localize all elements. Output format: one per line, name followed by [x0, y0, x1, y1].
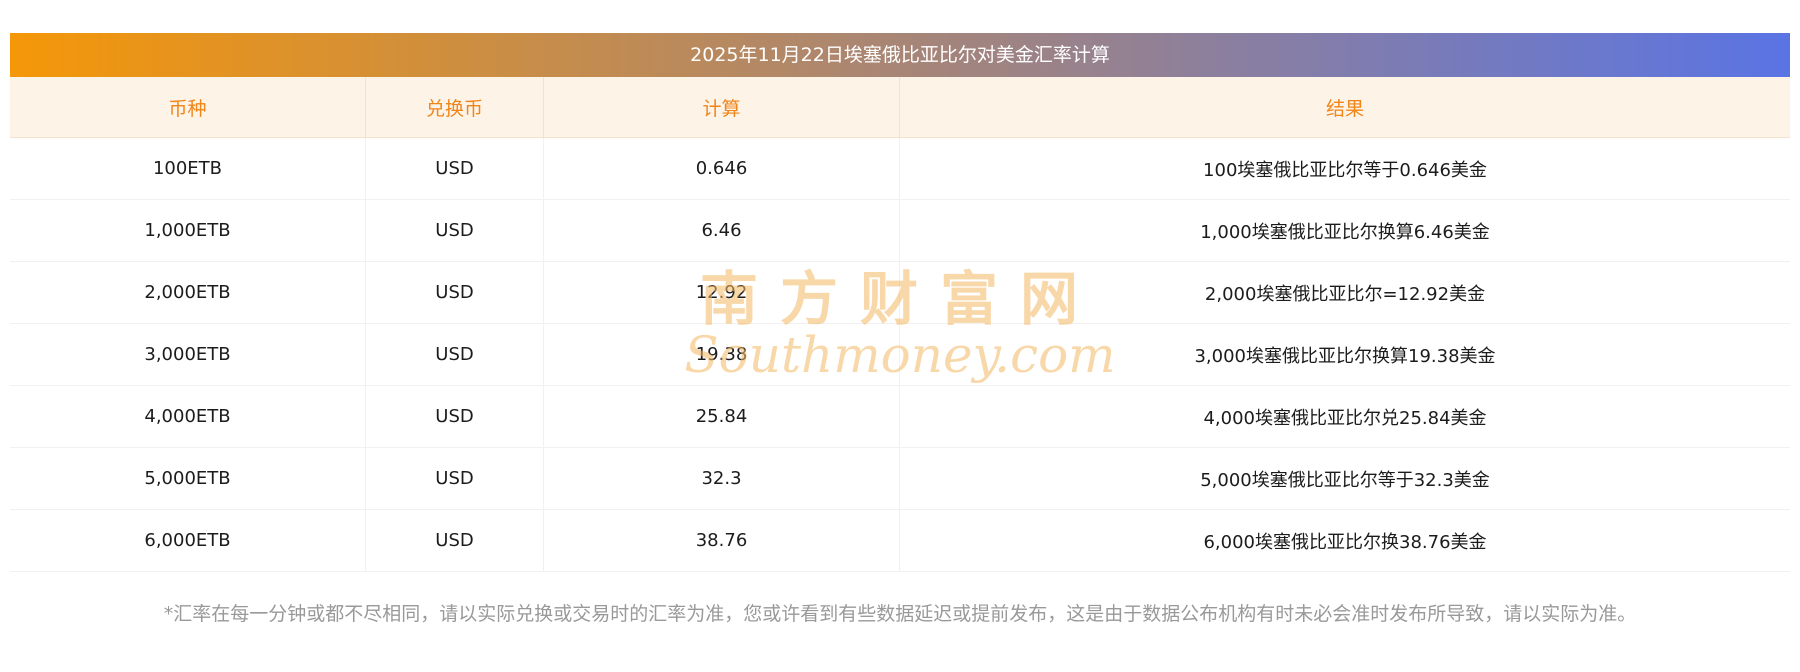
- cell-target-currency: USD: [366, 510, 544, 571]
- cell-result: 100埃塞俄比亚比尔等于0.646美金: [1203, 159, 1487, 181]
- cell-target-currency: USD: [366, 324, 544, 385]
- table-header-row: 币种 兑换币 计算 结果: [10, 77, 1790, 138]
- cell-target-currency: USD: [366, 448, 544, 509]
- cell-currency: 1,000ETB: [10, 200, 366, 261]
- header-result: 结果: [1325, 97, 1364, 120]
- cell-target-currency: USD: [366, 200, 544, 261]
- cell-currency: 6,000ETB: [10, 510, 366, 571]
- cell-result: 6,000埃塞俄比亚比尔换38.76美金: [1203, 531, 1487, 553]
- table-row: 1,000ETB USD 6.46 1,000埃塞俄比亚比尔换算6.46美金: [10, 200, 1790, 262]
- table-row: 2,000ETB USD 12.92 2,000埃塞俄比亚比尔=12.92美金: [10, 262, 1790, 324]
- cell-target-currency: USD: [366, 386, 544, 447]
- header-calculation: 计算: [544, 77, 900, 137]
- table-row: 6,000ETB USD 38.76 6,000埃塞俄比亚比尔换38.76美金: [10, 510, 1790, 572]
- cell-calculation: 0.646: [544, 138, 900, 199]
- cell-currency: 100ETB: [10, 138, 366, 199]
- table-row: 5,000ETB USD 32.3 5,000埃塞俄比亚比尔等于32.3美金: [10, 448, 1790, 510]
- cell-calculation: 6.46: [544, 200, 900, 261]
- cell-result: 2,000埃塞俄比亚比尔=12.92美金: [1204, 283, 1486, 305]
- cell-calculation: 25.84: [544, 386, 900, 447]
- cell-calculation: 32.3: [544, 448, 900, 509]
- cell-result: 4,000埃塞俄比亚比尔兑25.84美金: [1203, 407, 1487, 429]
- cell-currency: 3,000ETB: [10, 324, 366, 385]
- table-row: 100ETB USD 0.646 100埃塞俄比亚比尔等于0.646美金: [10, 138, 1790, 200]
- table-row: 3,000ETB USD 19.38 3,000埃塞俄比亚比尔换算19.38美金: [10, 324, 1790, 386]
- header-currency: 币种: [10, 77, 366, 137]
- disclaimer-footnote: *汇率在每一分钟或都不尽相同，请以实际兑换或交易时的汇率为准，您或许看到有些数据…: [163, 603, 1637, 625]
- page-title: 2025年11月22日埃塞俄比亚比尔对美金汇率计算: [10, 33, 1790, 77]
- cell-calculation: 38.76: [544, 510, 900, 571]
- cell-currency: 5,000ETB: [10, 448, 366, 509]
- cell-calculation: 19.38: [544, 324, 900, 385]
- cell-currency: 2,000ETB: [10, 262, 366, 323]
- cell-result: 1,000埃塞俄比亚比尔换算6.46美金: [1200, 221, 1490, 243]
- cell-target-currency: USD: [366, 262, 544, 323]
- header-target-currency: 兑换币: [366, 77, 544, 137]
- rate-table: 币种 兑换币 计算 结果 100ETB USD 0.646 100埃塞俄比亚比尔…: [10, 77, 1790, 572]
- cell-target-currency: USD: [366, 138, 544, 199]
- cell-currency: 4,000ETB: [10, 386, 366, 447]
- cell-result: 5,000埃塞俄比亚比尔等于32.3美金: [1200, 469, 1490, 491]
- cell-result: 3,000埃塞俄比亚比尔换算19.38美金: [1194, 345, 1496, 367]
- cell-calculation: 12.92: [544, 262, 900, 323]
- table-row: 4,000ETB USD 25.84 4,000埃塞俄比亚比尔兑25.84美金: [10, 386, 1790, 448]
